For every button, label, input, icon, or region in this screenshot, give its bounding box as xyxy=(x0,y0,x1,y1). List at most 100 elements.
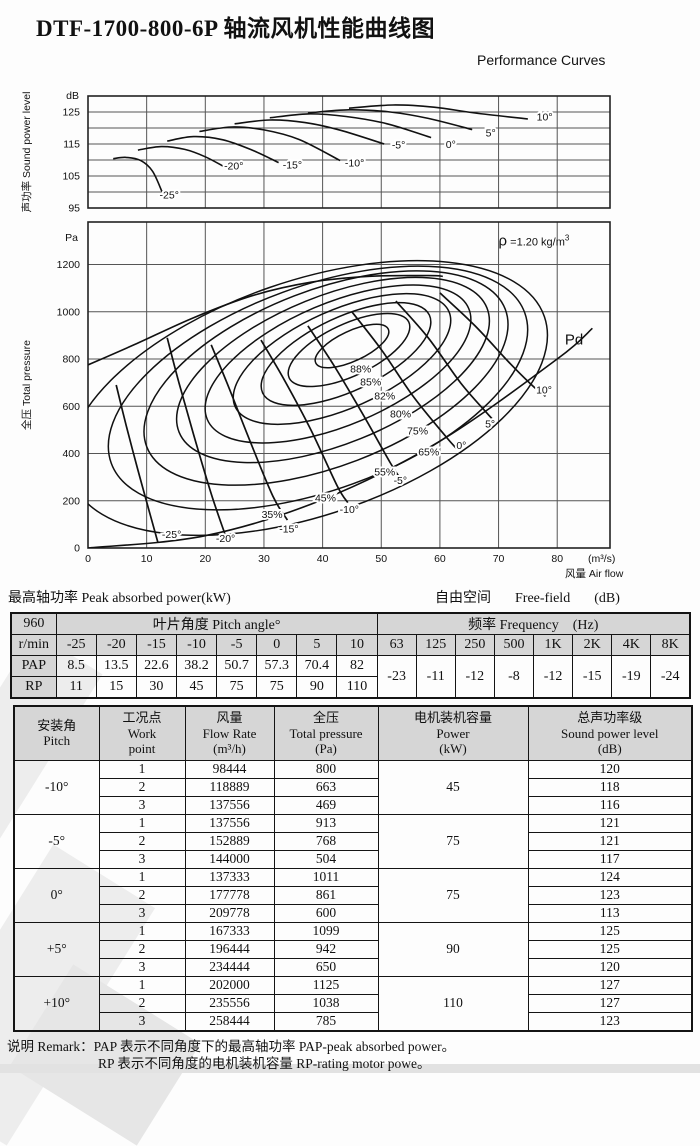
t2-header-2: 风量 Flow Rate (m³/h) xyxy=(184,705,275,761)
frequency-col: 1K xyxy=(533,634,574,656)
pitch-cell: +5° xyxy=(13,921,100,977)
efficiency-contour-65% xyxy=(175,276,491,464)
attenuation-value: -19 xyxy=(611,655,652,699)
sound-level-cell: 120 xyxy=(527,759,693,779)
curve-label: 10° xyxy=(537,112,553,124)
pitch-angle-col: -25 xyxy=(55,634,97,656)
workpoint-cell: 1 xyxy=(98,813,186,833)
curve-label: 5° xyxy=(486,127,496,139)
workpoint-cell: 2 xyxy=(98,885,186,905)
caption-free-field-en: Free-field xyxy=(515,591,571,606)
frequency-col: 63 xyxy=(376,634,417,656)
rpm-unit: r/min xyxy=(10,634,57,656)
frequency-col: 2K xyxy=(572,634,613,656)
y-tick-label: 400 xyxy=(62,448,80,460)
pitch-angle-col: 0 xyxy=(256,634,298,656)
charts-svg: 125 115 105 95 dB 声功率 Sound power level -25° -2… xyxy=(20,90,624,580)
dynamic-pressure-curve xyxy=(88,327,593,548)
workpoint-cell: 1 xyxy=(98,921,186,941)
y-tick-label: 800 xyxy=(62,354,80,366)
sound-level-cell: 127 xyxy=(527,993,693,1013)
power-cell: 75 xyxy=(377,867,529,923)
x-tick-label: 50 xyxy=(375,553,387,565)
remark: 说明 Remark：PAP 表示不同角度下的最高轴功率 PAP-peak abs… xyxy=(7,1039,455,1073)
efficiency-label: 88% xyxy=(350,364,371,376)
rp-value: 15 xyxy=(95,676,137,699)
remark-line-1: 说明 Remark：PAP 表示不同角度下的最高轴功率 PAP-peak abs… xyxy=(7,1039,456,1054)
flowrate-cell: 234444 xyxy=(184,957,275,977)
efficiency-contour-35% xyxy=(88,259,549,537)
pressure-cell: 650 xyxy=(273,957,379,977)
pressure-curves xyxy=(88,259,593,548)
page-title: DTF-1700-800-6P 轴流风机性能曲线图 xyxy=(36,16,436,41)
efficiency-contour-82% xyxy=(260,301,432,407)
pressure-cell: 1038 xyxy=(273,993,379,1013)
sound-level-cell: 117 xyxy=(527,849,693,869)
curve-label: -20° xyxy=(224,161,243,173)
x-tick-label: 10 xyxy=(141,553,153,565)
y-tick-label: 0 xyxy=(74,543,80,555)
pressure-cell: 469 xyxy=(273,795,379,815)
frequency-col: 8K xyxy=(650,634,691,656)
efficiency-label: 80% xyxy=(390,409,411,421)
attenuation-value: -12 xyxy=(533,655,574,699)
pressure-cell: 600 xyxy=(273,903,379,923)
pitch-cell: -5° xyxy=(13,813,100,869)
efficiency-label: 65% xyxy=(418,446,439,458)
workpoint-cell: 2 xyxy=(98,939,186,959)
rpm-value: 960 xyxy=(10,612,57,635)
pitch-angle-col: -10 xyxy=(175,634,218,656)
pressure-cell: 1125 xyxy=(273,975,379,995)
frequency-col: 250 xyxy=(454,634,495,656)
workpoint-cell: 2 xyxy=(98,777,186,797)
pitch-curve-10° xyxy=(439,292,547,397)
t2-header-3: 全压 Total pressure (Pa) xyxy=(273,705,379,761)
pressure-cell: 800 xyxy=(273,759,379,779)
frequency-header: 频率 Frequency (Hz) xyxy=(376,612,691,635)
rp-value: 11 xyxy=(55,676,97,699)
efficiency-label: 45% xyxy=(315,493,336,505)
curve-label: -25° xyxy=(160,189,179,201)
flowrate-cell: 196444 xyxy=(184,939,275,959)
flowrate-cell: 167333 xyxy=(184,921,275,941)
sound-chart: 125 115 105 95 dB 声功率 Sound power level -25° -2… xyxy=(20,90,611,215)
remark-line-2: RP 表示不同角度的电机装机容量 RP-rating motor powe。 xyxy=(98,1055,431,1071)
curve-label: 0° xyxy=(446,139,456,151)
t2-header-1: 工况点 Work point xyxy=(98,705,186,761)
sound-level-cell: 123 xyxy=(527,885,693,905)
flowrate-cell: 137556 xyxy=(184,795,275,815)
flowrate-cell: 258444 xyxy=(184,1011,275,1032)
flowrate-cell: 202000 xyxy=(184,975,275,995)
flowrate-cell: 98444 xyxy=(184,759,275,779)
peak-pressure-envelope xyxy=(88,274,443,366)
caption-free-field-cn: 自由空间 xyxy=(435,591,491,606)
workpoint-cell: 2 xyxy=(98,993,186,1013)
efficiency-label: 35% xyxy=(262,509,283,521)
sound-curve--5° xyxy=(234,119,385,145)
pitch-label: -25° xyxy=(162,529,181,541)
y-axis-title: 全压 Total pressure xyxy=(20,340,33,430)
pitch-angle-col: -5 xyxy=(216,634,258,656)
power-cell: 90 xyxy=(377,921,529,977)
flowrate-cell: 118889 xyxy=(184,777,275,797)
flowrate-cell: 144000 xyxy=(184,849,275,869)
t2-header-4: 电机装机容量 Power (kW) xyxy=(377,705,529,761)
y-unit-label: Pa xyxy=(65,232,78,244)
pressure-cell: 913 xyxy=(273,813,379,833)
attenuation-value: -12 xyxy=(454,655,495,699)
efficiency-contour-85% xyxy=(287,312,411,388)
rp-value: 75 xyxy=(256,676,298,699)
pitch-cell: +10° xyxy=(13,975,100,1032)
flowrate-cell: 235556 xyxy=(184,993,275,1013)
y-tick-label: 95 xyxy=(68,203,80,215)
sound-level-cell: 123 xyxy=(527,1011,693,1032)
pitch-angle-col: -15 xyxy=(135,634,177,656)
t2-header-5: 总声功率级 Sound power level (dB) xyxy=(527,705,693,761)
sound-curve--10° xyxy=(199,126,341,162)
workpoint-cell: 1 xyxy=(98,975,186,995)
pitch-curve--5° xyxy=(307,325,402,480)
pitch-angle-header: 叶片角度 Pitch angle° xyxy=(55,612,378,635)
frequency-col: 125 xyxy=(415,634,456,656)
pressure-cell: 768 xyxy=(273,831,379,851)
rp-value: 45 xyxy=(175,676,218,699)
